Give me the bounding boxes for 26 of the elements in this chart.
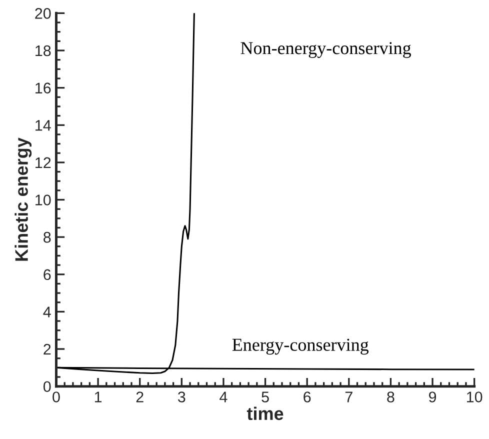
y-tick-label: 20 [35, 8, 51, 19]
x-tick-label: 0 [52, 392, 60, 402]
y-tick-label: 6 [44, 269, 51, 280]
y-tick-label: 8 [44, 232, 51, 243]
y-tick-label: 16 [36, 82, 51, 94]
x-tick-label: 5 [262, 392, 269, 402]
x-tick-label: 4 [220, 392, 228, 402]
x-tick-label: 3 [178, 392, 186, 402]
text: Non-energy-conserving [240, 42, 412, 58]
series-label: Energy-conserving [232, 338, 369, 355]
y-tick-label: 2 [44, 344, 51, 355]
x-tick-label: 8 [387, 392, 394, 402]
x-axis-title: time [246, 406, 284, 420]
y-tick-label: 12 [36, 157, 51, 168]
y-tick-label: 4 [43, 306, 51, 318]
y-tick-label: 18 [36, 45, 51, 56]
x-tick-label: 6 [304, 392, 311, 402]
y-tick-label: 14 [36, 120, 51, 131]
y-tick-label: 0 [43, 381, 51, 392]
x-tick-label: 2 [136, 392, 144, 402]
x-tick-label: 1 [94, 392, 102, 402]
y-tick-label: 10 [36, 194, 51, 206]
x-tick-label: 7 [345, 392, 352, 402]
x-tick-label: 9 [428, 392, 436, 402]
x-tick-label: 10 [467, 392, 482, 402]
y-axis-title: Kinetic energy [14, 138, 32, 261]
